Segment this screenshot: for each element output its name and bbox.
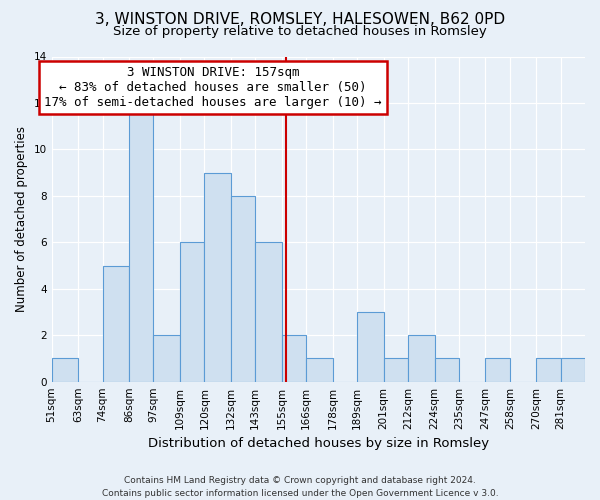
Bar [357, 312, 383, 382]
X-axis label: Distribution of detached houses by size in Romsley: Distribution of detached houses by size … [148, 437, 489, 450]
Y-axis label: Number of detached properties: Number of detached properties [15, 126, 28, 312]
Text: Size of property relative to detached houses in Romsley: Size of property relative to detached ho… [113, 25, 487, 38]
Bar [52, 358, 78, 382]
Text: 3, WINSTON DRIVE, ROMSLEY, HALESOWEN, B62 0PD: 3, WINSTON DRIVE, ROMSLEY, HALESOWEN, B6… [95, 12, 505, 28]
Bar [282, 335, 306, 382]
Bar [154, 335, 180, 382]
Bar [103, 266, 129, 382]
Bar [408, 335, 434, 382]
Bar [434, 358, 459, 382]
Bar [383, 358, 408, 382]
Bar [536, 358, 560, 382]
Bar [255, 242, 282, 382]
Bar [231, 196, 255, 382]
Text: Contains HM Land Registry data © Crown copyright and database right 2024.
Contai: Contains HM Land Registry data © Crown c… [101, 476, 499, 498]
Text: 3 WINSTON DRIVE: 157sqm
← 83% of detached houses are smaller (50)
17% of semi-de: 3 WINSTON DRIVE: 157sqm ← 83% of detache… [44, 66, 382, 109]
Bar [485, 358, 510, 382]
Bar [180, 242, 205, 382]
Bar [560, 358, 585, 382]
Bar [306, 358, 333, 382]
Bar [129, 103, 154, 382]
Bar [205, 172, 231, 382]
